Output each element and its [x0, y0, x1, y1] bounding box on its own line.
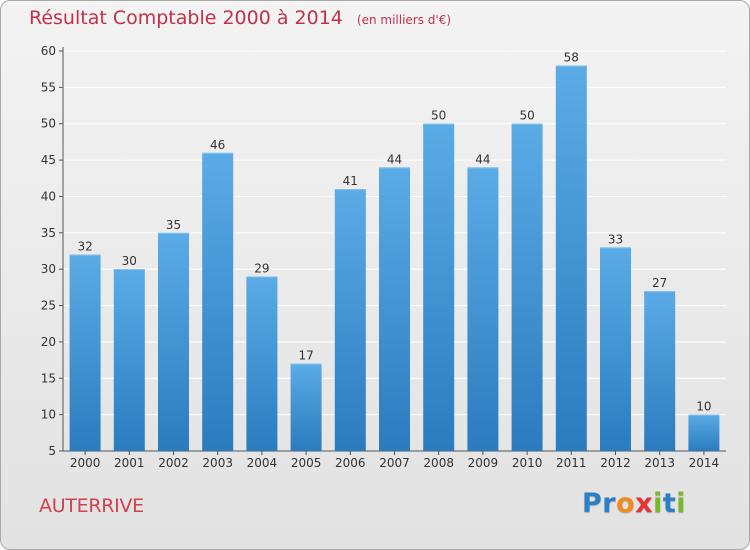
y-tick-label: 25	[41, 299, 56, 313]
bar-2013[interactable]	[644, 291, 676, 451]
place-name: AUTERRIVE	[39, 495, 144, 517]
y-tick-label: 60	[41, 44, 56, 58]
value-label: 44	[475, 152, 490, 166]
bar-2006[interactable]	[334, 189, 366, 451]
value-label: 27	[652, 276, 667, 290]
y-tick-label: 40	[41, 189, 56, 203]
value-label: 17	[298, 349, 313, 363]
x-tick-label: 2005	[291, 456, 322, 470]
value-label: 35	[166, 218, 181, 232]
logo-letter: r	[602, 488, 617, 519]
bar-2003[interactable]	[202, 152, 234, 451]
bar-2007[interactable]	[379, 167, 410, 451]
value-label: 46	[210, 138, 225, 152]
bar-2001[interactable]	[113, 269, 145, 451]
chart-title: Résultat Comptable 2000 à 2014	[29, 7, 343, 29]
bar-2012[interactable]	[600, 247, 631, 451]
x-tick-label: 2000	[70, 456, 101, 470]
bar-2008[interactable]	[423, 123, 455, 452]
x-tick-label: 2010	[512, 456, 543, 470]
logo-letter: i	[676, 488, 687, 519]
logo-letter: t	[662, 488, 677, 519]
x-tick-label: 2014	[689, 456, 720, 470]
bar-2004[interactable]	[246, 276, 278, 451]
x-tick-label: 2006	[335, 456, 366, 470]
logo-letter: i	[653, 488, 663, 519]
bar-2009[interactable]	[467, 167, 499, 451]
x-tick-label: 2009	[468, 456, 499, 470]
y-tick-label: 50	[41, 117, 56, 131]
bar-2000[interactable]	[69, 254, 101, 451]
y-tick-label: 55	[41, 80, 56, 94]
value-label: 44	[387, 152, 402, 166]
y-tick-label: 20	[41, 335, 56, 349]
y-tick-label: 10	[41, 408, 56, 422]
x-tick-label: 2004	[247, 456, 278, 470]
logo-letter: P	[582, 488, 603, 519]
x-tick-label: 2008	[423, 456, 454, 470]
bar-2014[interactable]	[688, 414, 720, 451]
bar-2011[interactable]	[555, 65, 587, 451]
value-label: 41	[343, 174, 358, 188]
value-label: 10	[696, 400, 711, 414]
y-tick-label: 30	[41, 262, 56, 276]
logo-letter: o	[616, 488, 636, 519]
value-label: 32	[77, 240, 92, 254]
value-label: 58	[564, 51, 579, 65]
bar-2010[interactable]	[511, 123, 543, 452]
bar-2005[interactable]	[290, 363, 322, 451]
value-label: 50	[519, 109, 534, 123]
y-tick-label: 5	[48, 444, 56, 458]
x-tick-label: 2011	[556, 456, 587, 470]
logo-letter: x	[635, 488, 654, 519]
proxiti-logo[interactable]: Proxiti	[582, 488, 686, 519]
value-label: 50	[431, 109, 446, 123]
x-tick-label: 2002	[158, 456, 189, 470]
y-tick-label: 15	[41, 371, 56, 385]
x-tick-label: 2007	[379, 456, 410, 470]
value-label: 33	[608, 232, 623, 246]
y-tick-label: 35	[41, 226, 56, 240]
bars	[69, 65, 720, 452]
x-tick-label: 2003	[202, 456, 233, 470]
x-tick-label: 2012	[600, 456, 631, 470]
title-row: Résultat Comptable 2000 à 2014 (en milli…	[29, 7, 451, 29]
chart-subtitle: (en milliers d'€)	[356, 13, 452, 27]
labels: 32 2000 30 2001 35 2002 46 2003 29 2004 17 2005 41 20…	[70, 51, 719, 470]
value-label: 30	[122, 254, 137, 268]
bar-2002[interactable]	[158, 232, 189, 451]
x-tick-label: 2013	[644, 456, 675, 470]
x-tick-label: 2001	[114, 456, 145, 470]
value-label: 29	[254, 261, 269, 275]
y-tick-label: 45	[41, 153, 56, 167]
